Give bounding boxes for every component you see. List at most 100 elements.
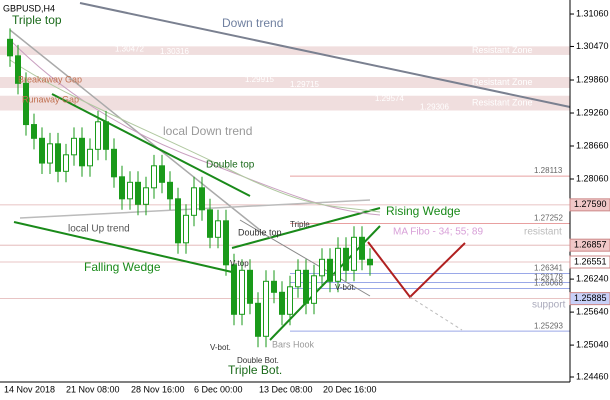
zone-top-label: 1.30472 — [115, 44, 144, 53]
annotation: Triple Bot. — [228, 363, 282, 377]
candle-body — [319, 258, 325, 277]
y-tick-label: 1.30470 — [576, 41, 609, 51]
candle-body — [119, 176, 125, 200]
price-tag: 1.27590 — [574, 199, 607, 209]
candle-body — [263, 280, 269, 337]
zone-bottom-label: 1.29715 — [290, 80, 319, 89]
zone-label: Resistant Zone — [472, 77, 533, 87]
candle-body — [7, 38, 13, 57]
x-tick-label: 20 Dec 16:00 — [323, 384, 377, 394]
candle-body — [63, 154, 69, 172]
candle-body — [127, 181, 133, 200]
annotation: Triple top — [12, 13, 62, 27]
candle-body — [303, 269, 309, 304]
candle-body — [143, 187, 149, 205]
annotation: MA Fibo - 34; 55; 89 — [393, 227, 483, 238]
zone-label: Resistant Zone — [472, 97, 533, 107]
annotation: V-bot. — [210, 343, 231, 352]
candle-body — [39, 137, 45, 164]
y-tick-label: 1.29860 — [576, 74, 609, 84]
annotation: V-bot. — [335, 283, 356, 292]
candle-body — [31, 124, 37, 139]
candle-body — [335, 247, 341, 282]
level-label: 1.26178 — [534, 273, 563, 282]
candle-body — [351, 236, 357, 271]
annotation: Triple — [290, 220, 310, 229]
candle-body — [103, 121, 109, 150]
x-tick-label: 6 Dec 00:00 — [194, 384, 243, 394]
candle-body — [23, 82, 29, 126]
y-tick-label: 1.24460 — [576, 371, 609, 381]
y-tick-label: 1.26240 — [576, 273, 609, 283]
rising-wedge-top — [231, 207, 381, 249]
down-trend-line — [79, 2, 571, 108]
annotation: Rising Wedge — [386, 204, 461, 218]
y-tick-label: 1.28660 — [576, 140, 609, 150]
annotation: resistant — [524, 227, 562, 238]
candle-body — [207, 209, 213, 238]
level-label: 1.27252 — [534, 214, 563, 223]
candle-body — [55, 143, 61, 172]
forecast-dash — [409, 296, 463, 331]
candle-body — [359, 236, 365, 260]
resistant-zone — [0, 46, 570, 55]
candle-body — [255, 302, 261, 337]
candle-body — [95, 121, 101, 150]
candle-body — [295, 269, 301, 288]
candle-body — [271, 280, 277, 293]
candle-body — [167, 181, 173, 200]
level-label: 1.28113 — [534, 166, 563, 175]
candle-body — [87, 148, 93, 167]
candle-body — [15, 55, 21, 84]
x-tick-label: 14 Nov 2018 — [4, 384, 55, 394]
price-tag-bg — [569, 292, 610, 306]
zone-bottom-label: 1.29306 — [420, 103, 449, 112]
candle-body — [239, 269, 245, 315]
trend-lines — [9, 2, 571, 341]
candle-body — [327, 258, 333, 282]
candle-body — [151, 165, 157, 189]
annotation: Runaway Gap — [22, 94, 79, 104]
y-tick-label: 1.25640 — [576, 306, 609, 316]
candle-body — [159, 165, 165, 183]
price-tag: 1.26857 — [574, 240, 607, 250]
candle-body — [311, 275, 317, 304]
candle-body — [287, 286, 293, 315]
candle-body — [71, 137, 77, 156]
level-label: 1.26341 — [534, 264, 563, 273]
chart-title: GBPUSD,H4 — [3, 3, 55, 13]
x-tick-label: 13 Dec 08:00 — [259, 384, 313, 394]
trend-line — [9, 29, 261, 231]
time-axis: 14 Nov 2018 21 Nov 08:00 28 Nov 16:00 6 … — [4, 384, 377, 394]
zone-bottom-label: 1.30316 — [160, 47, 189, 56]
y-tick-label: 1.28060 — [576, 173, 609, 183]
annotation: V-top — [230, 259, 249, 268]
candle-body — [111, 148, 117, 178]
annotation: Falling Wedge — [84, 260, 161, 274]
price-tag-bg — [569, 255, 610, 269]
price-tag-bg — [569, 238, 610, 252]
annotation: Breakaway Gap — [18, 74, 82, 84]
price-tag: 1.26551 — [574, 256, 607, 266]
falling-wedge-line — [13, 221, 233, 273]
trend-line — [239, 219, 371, 297]
candle-body — [135, 181, 141, 205]
candle-body — [199, 187, 205, 211]
candle-body — [223, 220, 229, 266]
candle-body — [367, 258, 373, 266]
zones: 1.30472 1.30316 Resistant Zone 1.29915 1.297… — [0, 44, 570, 112]
annotation: support — [532, 300, 566, 311]
resistant-zone — [0, 95, 570, 111]
annotation: local Up trend — [68, 224, 130, 235]
annotation: Double top — [238, 227, 282, 237]
y-tick-label: 1.31060 — [576, 8, 609, 18]
candle-body — [247, 269, 253, 304]
candles — [7, 28, 373, 348]
candle-body — [183, 214, 189, 244]
y-tick-label: 1.25040 — [576, 339, 609, 349]
y-tick-label: 1.29260 — [576, 107, 609, 117]
resistant-zone — [0, 76, 570, 88]
candle-body — [191, 187, 197, 216]
